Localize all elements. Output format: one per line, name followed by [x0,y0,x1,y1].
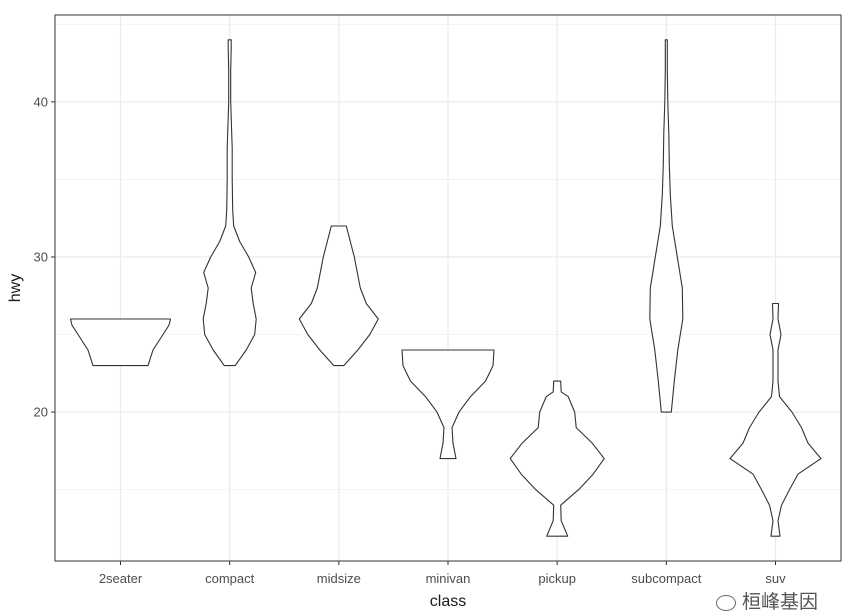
y-axis: 20 30 40 [34,94,55,420]
violin-pickup [509,380,605,537]
x-axis-title: class [430,593,466,610]
y-axis-title: hwy [7,274,24,302]
violin-suv [729,302,822,537]
violin-midsize [298,225,379,367]
x-tick-label: 2seater [99,571,143,586]
violin-compact [202,39,257,367]
x-tick-label: suv [765,571,786,586]
violins [69,39,822,537]
violin-2seater [69,318,172,367]
y-tick-label: 20 [34,405,48,420]
x-tick-label: subcompact [631,571,701,586]
wechat-icon [716,594,736,611]
watermark-text: 桓峰基因 [742,592,819,613]
x-tick-label: minivan [426,571,471,586]
grid [55,15,841,561]
violin-subcompact [649,39,684,413]
x-axis: 2seater compact midsize minivan pickup subcom… [99,561,786,586]
watermark: 桓峰基因 [712,592,822,613]
y-tick-label: 30 [34,249,48,264]
x-tick-label: midsize [317,571,361,586]
x-tick-label: compact [205,571,255,586]
x-tick-label: pickup [538,571,576,586]
y-tick-label: 40 [34,94,48,109]
violin-minivan [401,349,495,460]
